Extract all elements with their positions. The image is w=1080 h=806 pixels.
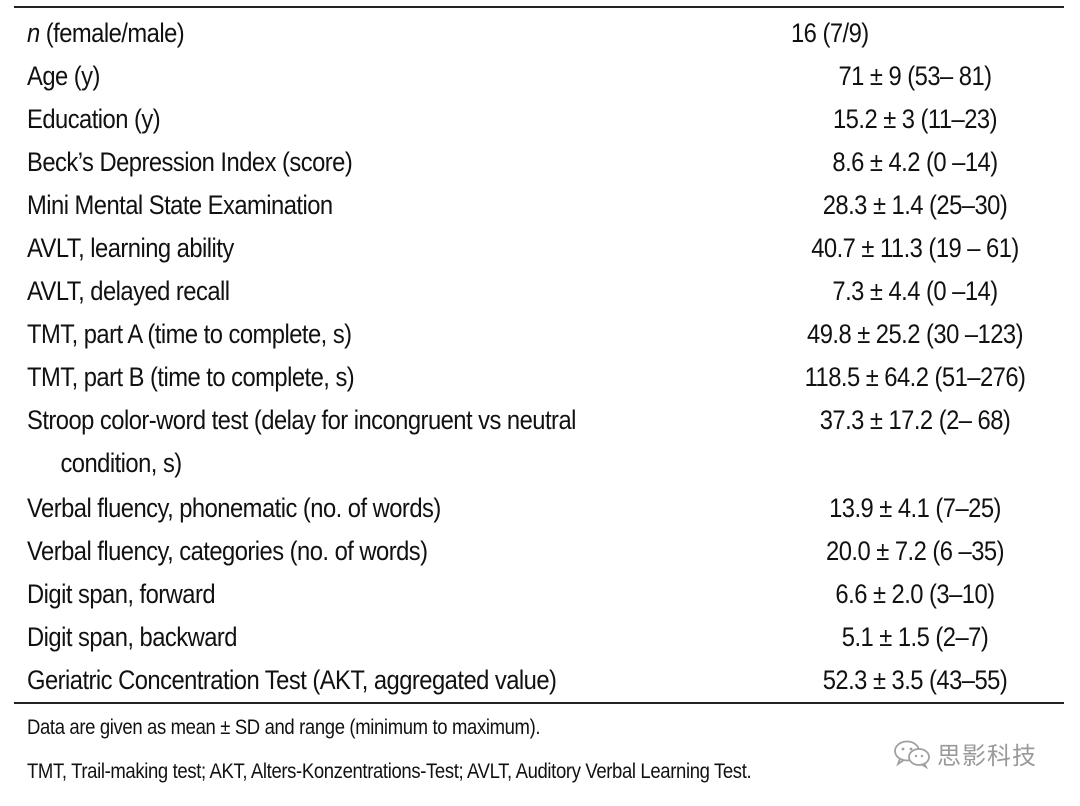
row-label: Mini Mental State Examination: [27, 190, 333, 220]
row-label: TMT, part B (time to complete, s): [27, 362, 355, 392]
table-row: Education (y) 15.2 ± 3 (11–23): [0, 98, 1080, 141]
row-value: 6.6 ± 2.0 (3–10): [835, 579, 995, 609]
row-label: TMT, part A (time to complete, s): [27, 319, 352, 349]
table-bottom-rule: [14, 702, 1064, 704]
row-value: 118.5 ± 64.2 (51–276): [804, 362, 1026, 392]
table-top-rule: [14, 6, 1064, 8]
footnote-abbreviations: TMT, Trail-making test; AKT, Alters-Konz…: [27, 760, 752, 783]
table-row: AVLT, learning ability 40.7 ± 11.3 (19 –…: [0, 227, 1080, 270]
row-label: Verbal fluency, categories (no. of words…: [27, 536, 428, 566]
table-row: n (female/male) 16 (7/9): [0, 12, 1080, 55]
row-value: 49.8 ± 25.2 (30 –123): [807, 319, 1023, 349]
row-label-continuation: condition, s): [60, 448, 182, 478]
row-value: 28.3 ± 1.4 (25–30): [822, 190, 1008, 220]
row-label: Education (y): [27, 104, 161, 134]
table-row: Age (y) 71 ± 9 (53– 81): [0, 55, 1080, 98]
row-label-text: Stroop color-word test (delay for incong…: [27, 405, 576, 435]
row-value: 40.7 ± 11.3 (19 – 61): [811, 233, 1019, 263]
row-value: 15.2 ± 3 (11–23): [832, 104, 998, 134]
row-value: 5.1 ± 1.5 (2–7): [841, 622, 989, 652]
row-label: AVLT, delayed recall: [27, 276, 230, 306]
watermark: 思影科技: [893, 736, 1037, 771]
table-row: TMT, part A (time to complete, s) 49.8 ±…: [0, 313, 1080, 356]
row-label: Digit span, backward: [27, 622, 238, 652]
row-value: 52.3 ± 3.5 (43–55): [822, 665, 1008, 695]
row-label-italic: n: [27, 18, 40, 48]
table-row: Digit span, backward 5.1 ± 1.5 (2–7): [0, 616, 1080, 659]
row-value: 16 (7/9): [791, 18, 869, 48]
footnote-data-description: Data are given as mean ± SD and range (m…: [27, 716, 541, 739]
row-label: Stroop color-word test (delay for incong…: [27, 399, 643, 485]
row-label: n (female/male): [27, 12, 643, 55]
table-row: Mini Mental State Examination 28.3 ± 1.4…: [0, 184, 1080, 227]
table-row: Verbal fluency, phonematic (no. of words…: [0, 487, 1080, 530]
row-value: 71 ± 9 (53– 81): [838, 61, 992, 91]
row-value: 7.3 ± 4.4 (0 –14): [832, 276, 998, 306]
row-label: Digit span, forward: [27, 579, 216, 609]
row-label: Age (y): [27, 61, 100, 91]
row-label: Geriatric Concentration Test (AKT, aggre…: [27, 665, 557, 695]
row-value: 20.0 ± 7.2 (6 –35): [826, 536, 1004, 566]
row-label: Beck’s Depression Index (score): [27, 147, 353, 177]
table-row: Digit span, forward 6.6 ± 2.0 (3–10): [0, 573, 1080, 616]
wechat-icon: [894, 740, 930, 769]
row-label-text: (female/male): [39, 18, 185, 48]
table-row: Beck’s Depression Index (score) 8.6 ± 4.…: [0, 141, 1080, 184]
row-label: Verbal fluency, phonematic (no. of words…: [27, 493, 441, 523]
watermark-text: 思影科技: [937, 742, 1037, 770]
table-row: Verbal fluency, categories (no. of words…: [0, 530, 1080, 573]
table-row: TMT, part B (time to complete, s) 118.5 …: [0, 356, 1080, 399]
table-row: AVLT, delayed recall 7.3 ± 4.4 (0 –14): [0, 270, 1080, 313]
demographics-table: n (female/male) 16 (7/9) Age (y) 71 ± 9 …: [0, 12, 1080, 702]
row-value: 13.9 ± 4.1 (7–25): [829, 493, 1001, 523]
row-value: 37.3 ± 17.2 (2– 68): [819, 405, 1011, 435]
table-row: Geriatric Concentration Test (AKT, aggre…: [0, 659, 1080, 702]
row-label: AVLT, learning ability: [27, 233, 234, 263]
table-row: Stroop color-word test (delay for incong…: [0, 399, 1080, 487]
row-value: 8.6 ± 4.2 (0 –14): [832, 147, 998, 177]
